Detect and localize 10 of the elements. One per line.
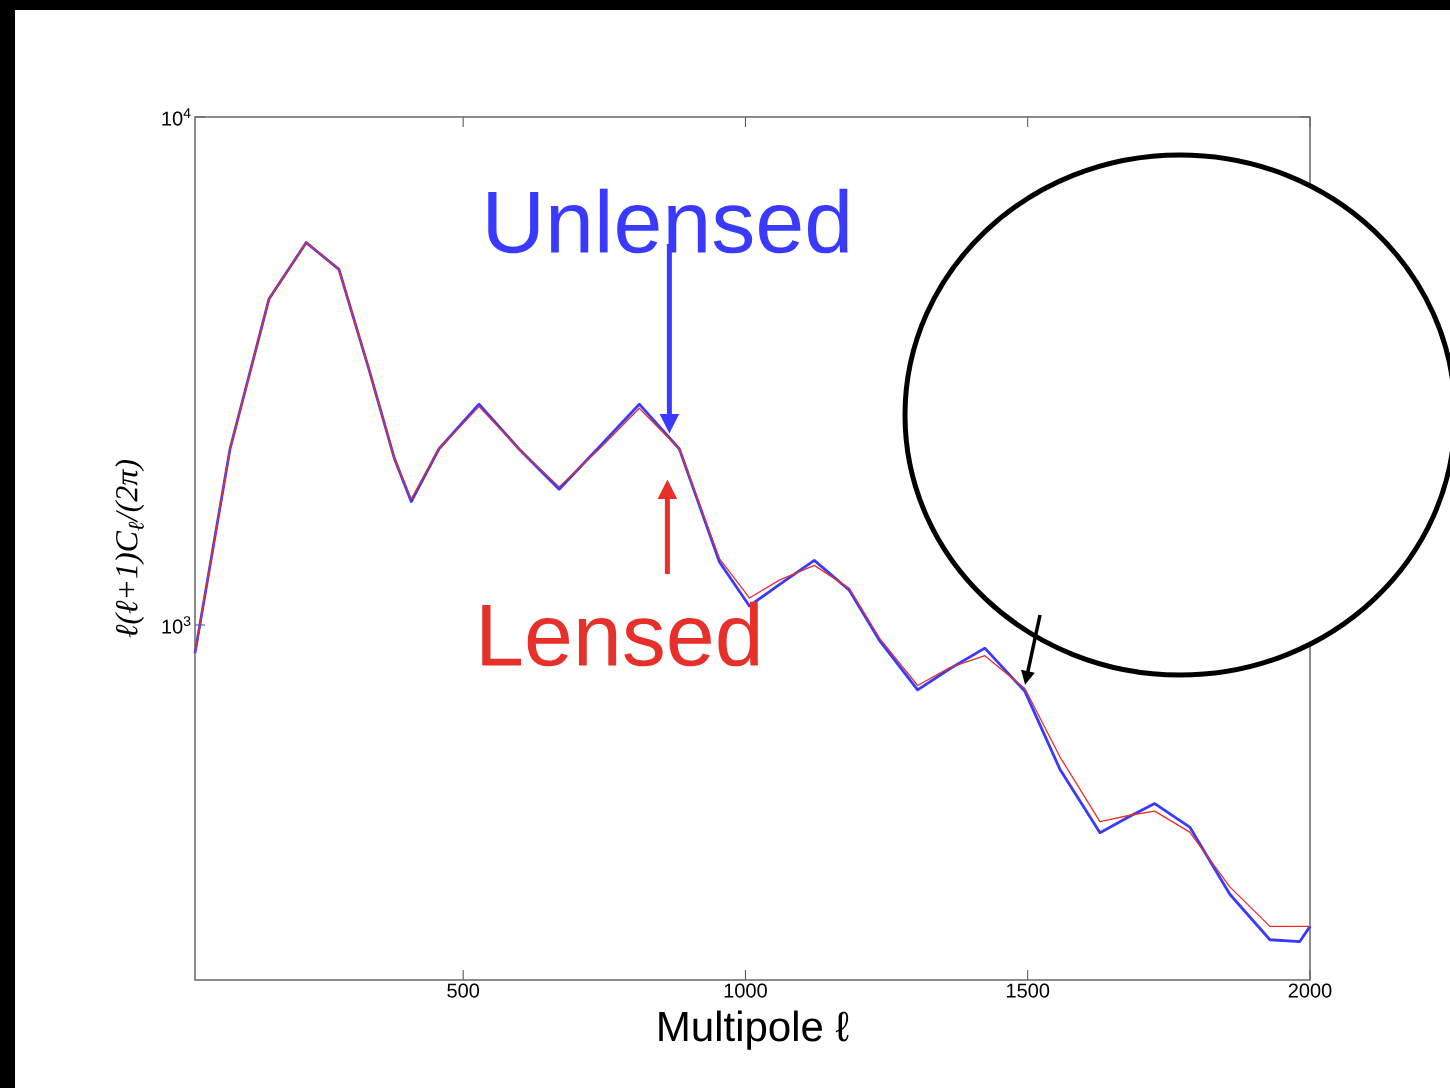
x-tick-label: 2000 xyxy=(1288,983,1332,998)
legend-label: Lensed xyxy=(482,601,759,667)
x-axis-title: Multipole ℓ xyxy=(659,1010,849,1050)
y-tick-label: 10$^{4}$ xyxy=(162,108,191,126)
x-tick-label: 1500 xyxy=(1006,983,1050,998)
x-tick-label: 500 xyxy=(447,983,480,998)
series-label: Unlensed xyxy=(488,188,848,254)
x-tick-label: 1000 xyxy=(724,983,767,998)
y-tick-label: 10$^{3}$ xyxy=(162,616,191,634)
y-axis-title: ℓ(ℓ+1)C$_{ℓ}$/(2π) xyxy=(115,459,145,638)
